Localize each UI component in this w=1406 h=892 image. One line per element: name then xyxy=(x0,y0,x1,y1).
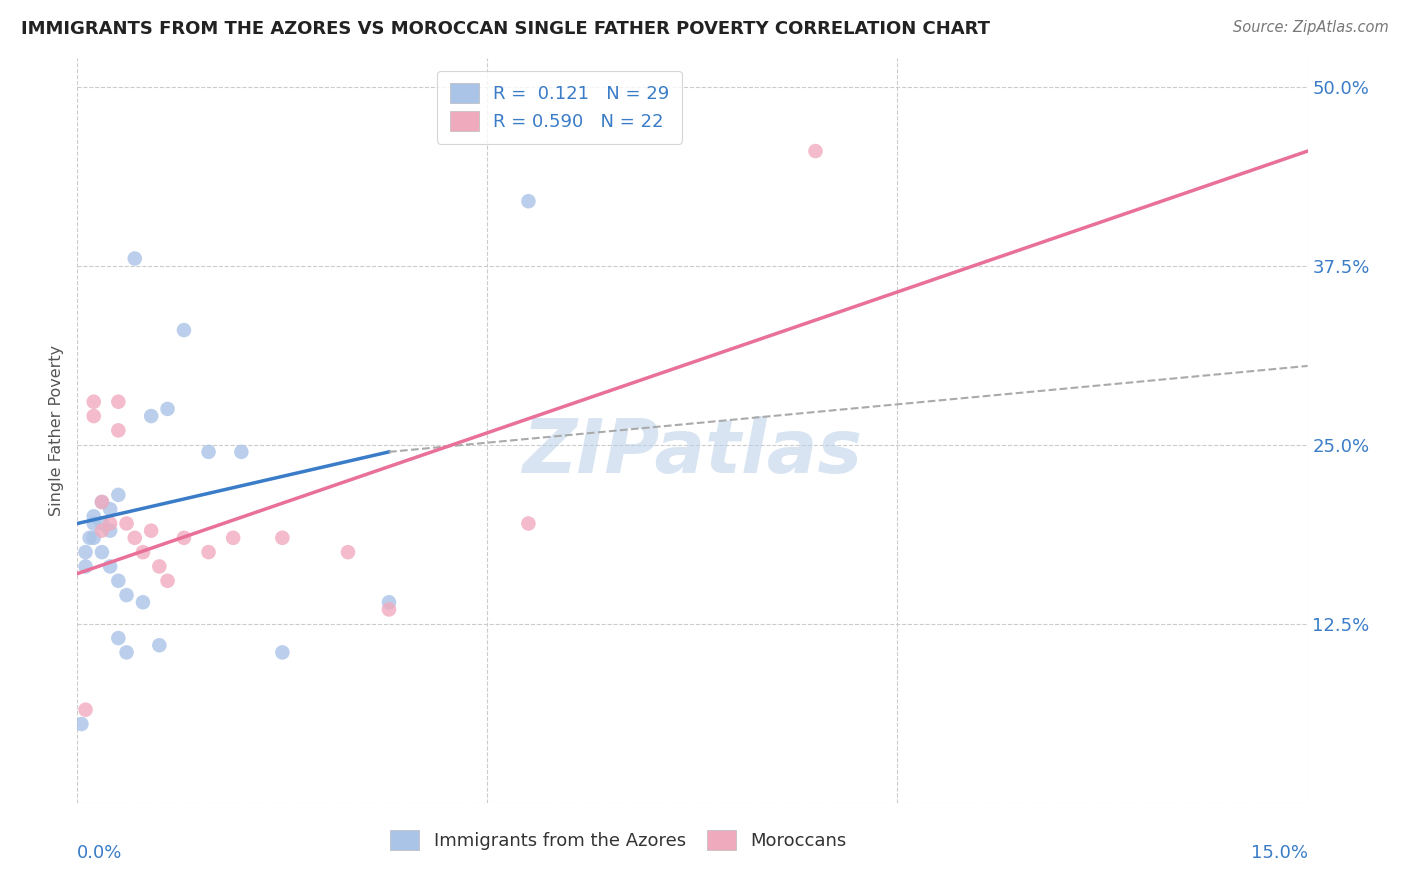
Point xyxy=(75,545,97,559)
Point xyxy=(83,409,105,423)
Point xyxy=(804,144,827,158)
Point xyxy=(75,703,97,717)
Point xyxy=(378,595,401,609)
Point xyxy=(107,631,129,645)
Text: 0.0%: 0.0% xyxy=(77,844,122,862)
Point xyxy=(83,509,105,524)
Point xyxy=(173,323,195,337)
Point xyxy=(156,574,179,588)
Point xyxy=(517,516,540,531)
Point xyxy=(197,545,219,559)
Point xyxy=(107,488,129,502)
Point xyxy=(83,394,105,409)
Point xyxy=(378,602,401,616)
Point xyxy=(90,545,114,559)
Point xyxy=(83,531,105,545)
Point xyxy=(98,502,121,516)
Point xyxy=(115,645,138,659)
Y-axis label: Single Father Poverty: Single Father Poverty xyxy=(49,345,65,516)
Point xyxy=(83,516,105,531)
Point xyxy=(271,645,294,659)
Text: ZIPatlas: ZIPatlas xyxy=(523,417,862,489)
Point xyxy=(124,252,146,266)
Point xyxy=(337,545,360,559)
Point xyxy=(517,194,540,209)
Point xyxy=(231,445,253,459)
Point xyxy=(70,717,93,731)
Point xyxy=(156,401,179,416)
Point xyxy=(197,445,219,459)
Text: Source: ZipAtlas.com: Source: ZipAtlas.com xyxy=(1233,20,1389,35)
Point xyxy=(115,588,138,602)
Point xyxy=(141,524,163,538)
Point xyxy=(124,531,146,545)
Point xyxy=(90,495,114,509)
Legend: Immigrants from the Azores, Moroccans: Immigrants from the Azores, Moroccans xyxy=(382,822,855,857)
Point xyxy=(132,545,155,559)
Point xyxy=(222,531,245,545)
Point xyxy=(90,524,114,538)
Point xyxy=(90,516,114,531)
Point xyxy=(173,531,195,545)
Text: IMMIGRANTS FROM THE AZORES VS MOROCCAN SINGLE FATHER POVERTY CORRELATION CHART: IMMIGRANTS FROM THE AZORES VS MOROCCAN S… xyxy=(21,20,990,37)
Point xyxy=(132,595,155,609)
Point xyxy=(98,516,121,531)
Point xyxy=(148,559,170,574)
Point xyxy=(107,574,129,588)
Point xyxy=(141,409,163,423)
Point xyxy=(107,394,129,409)
Point xyxy=(98,559,121,574)
Point xyxy=(107,423,129,437)
Point xyxy=(75,559,97,574)
Point xyxy=(271,531,294,545)
Point xyxy=(115,516,138,531)
Text: 15.0%: 15.0% xyxy=(1250,844,1308,862)
Point xyxy=(98,524,121,538)
Point xyxy=(90,495,114,509)
Point xyxy=(148,638,170,652)
Point xyxy=(79,531,101,545)
